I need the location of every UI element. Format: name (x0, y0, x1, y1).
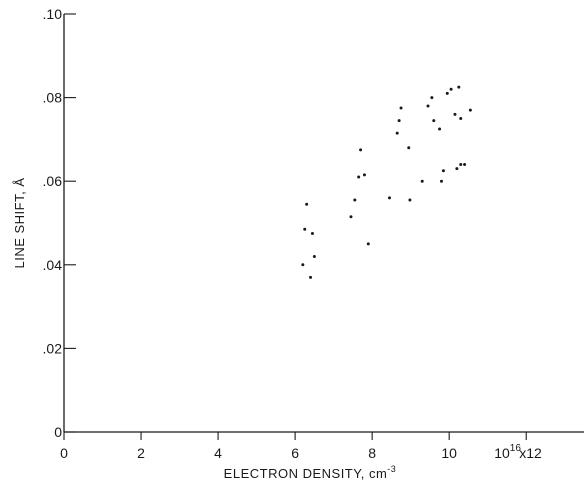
y-tick-label: .08 (43, 90, 63, 106)
y-tick-label: .10 (43, 6, 63, 22)
x-axis-scale-note: 1016 (494, 443, 521, 461)
x-tick-label: 0 (60, 445, 68, 461)
data-point (397, 119, 401, 123)
x-tick-label: 2 (137, 445, 145, 461)
x-axis-ticks: 0 2 4 6 8 10 x12 (60, 432, 542, 461)
x-scale-base: 10 (494, 445, 510, 461)
data-point (305, 202, 309, 206)
x-tick-label: 8 (368, 445, 376, 461)
data-point (312, 254, 316, 258)
data-point (453, 112, 457, 116)
axes (63, 14, 584, 433)
data-point (459, 117, 463, 120)
data-point (455, 167, 459, 171)
data-point (432, 119, 436, 123)
x-axis-label-text: ELECTRON DENSITY, cm (224, 466, 388, 481)
y-tick-label: .06 (43, 173, 63, 189)
y-tick-label: 0 (54, 424, 62, 440)
data-point (439, 179, 443, 183)
x-tick-label: 10 (441, 445, 457, 461)
x-tick-label: x12 (519, 445, 542, 461)
data-point (463, 162, 467, 166)
data-points (301, 85, 472, 279)
data-point (387, 196, 391, 200)
y-tick-label: .04 (43, 257, 63, 273)
x-axis-label-exponent: -3 (387, 464, 396, 474)
y-axis-label: LINE SHIFT, Å (12, 177, 27, 268)
data-point (430, 96, 434, 100)
data-point (426, 104, 430, 108)
data-point (359, 148, 363, 152)
data-point (407, 146, 411, 150)
y-axis-ticks: 0 .02 .04 .06 .08 .10 (43, 6, 76, 440)
data-point (395, 131, 399, 135)
x-tick-label: 6 (291, 445, 299, 461)
data-point (353, 198, 357, 202)
data-point (301, 263, 305, 267)
data-point (441, 169, 445, 173)
data-point (445, 91, 449, 95)
data-point (357, 175, 361, 179)
y-tick-label: .02 (43, 340, 63, 356)
data-point (362, 173, 366, 177)
data-point (366, 242, 370, 246)
data-point (303, 227, 307, 231)
x-axis-label: ELECTRON DENSITY, cm-3 (224, 464, 397, 481)
data-point (399, 106, 403, 110)
data-point (457, 85, 461, 89)
data-point (468, 108, 472, 112)
data-point (459, 162, 463, 166)
data-point (349, 215, 353, 219)
x-scale-exponent: 16 (510, 443, 522, 454)
data-point (449, 87, 453, 91)
data-point (438, 127, 442, 131)
x-tick-label: 4 (214, 445, 222, 461)
data-point (310, 231, 314, 235)
data-point (408, 198, 412, 202)
data-point (309, 275, 313, 279)
data-point (420, 179, 424, 183)
